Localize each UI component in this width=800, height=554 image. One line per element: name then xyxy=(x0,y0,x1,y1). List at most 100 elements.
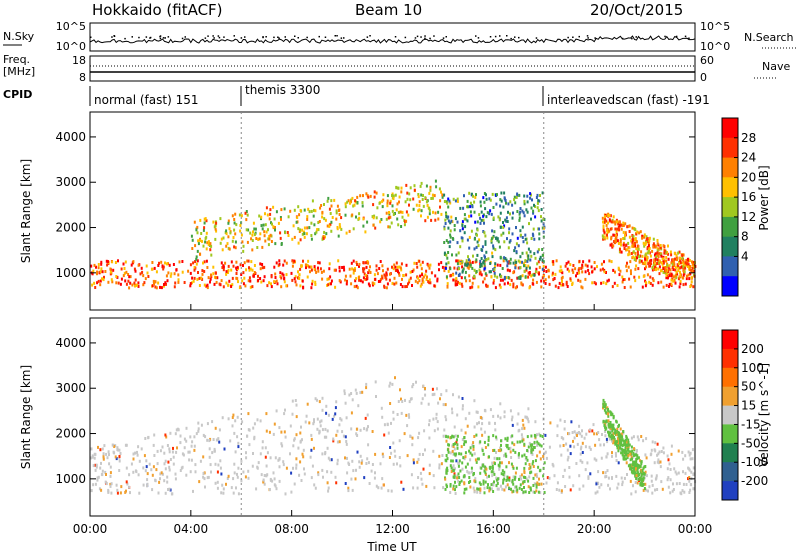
power-cell-1377 xyxy=(449,233,452,237)
velocity-cell-16 xyxy=(208,447,211,451)
velocity-cell-1358 xyxy=(487,483,489,487)
power-cell-1623 xyxy=(507,202,510,206)
power-cell-58 xyxy=(177,278,180,282)
power-cell-711 xyxy=(434,274,437,278)
power-cell-1037 xyxy=(267,237,270,241)
velocity-cell-953 xyxy=(451,411,454,415)
velocity-cell-258 xyxy=(428,472,431,476)
power-cell-1542 xyxy=(537,209,540,213)
power-cell-897 xyxy=(201,272,204,276)
power-cell-2064 xyxy=(624,231,627,235)
power-cell-701 xyxy=(535,267,538,271)
power-cell-1644 xyxy=(513,198,516,202)
power-cell-402 xyxy=(154,285,157,289)
velocity-cell-1032 xyxy=(506,483,509,487)
velocity-cell-741 xyxy=(394,376,396,380)
power-cell-1129 xyxy=(312,214,315,218)
velocity-cell-699 xyxy=(452,452,455,456)
velocity-cell-441 xyxy=(527,407,530,411)
power-cell-2089 xyxy=(656,239,659,242)
power-cell-1260 xyxy=(353,203,356,207)
power-cell-971 xyxy=(264,223,267,227)
power-cell-815 xyxy=(520,282,523,286)
velocity-cell-1609 xyxy=(628,463,631,467)
power-cell-664 xyxy=(680,265,683,269)
power-cell-675 xyxy=(420,267,423,271)
power-cell-7 xyxy=(569,278,572,282)
velocity-cell-1521 xyxy=(644,482,647,486)
velocity-cell-169 xyxy=(688,453,691,457)
velocity-cell-938 xyxy=(152,443,155,447)
power-cell-1913 xyxy=(606,213,609,217)
power-cell-71 xyxy=(278,259,281,263)
power-cell-569 xyxy=(120,277,123,281)
velocity-cell-456 xyxy=(158,480,161,484)
velocity-cell-1613 xyxy=(611,424,614,428)
power-cell-1733 xyxy=(496,275,499,279)
power-cell-1065 xyxy=(249,231,252,235)
power-cbar-label-3: 16 xyxy=(741,190,756,204)
velocity-cell-417 xyxy=(188,450,191,454)
power-cell-808 xyxy=(379,260,382,263)
power-cell-226 xyxy=(557,286,560,290)
power-cell-1197 xyxy=(297,241,300,245)
power-cell-623 xyxy=(356,286,359,290)
velocity-cell-614 xyxy=(146,472,149,476)
power-cell-1996 xyxy=(605,223,608,227)
power-cbar-label-5: 8 xyxy=(741,230,749,244)
power-cell-1464 xyxy=(511,216,514,220)
power-cell-501 xyxy=(311,279,314,283)
power-cell-2112 xyxy=(679,274,682,277)
velocity-cell-1381 xyxy=(464,465,467,469)
power-cell-835 xyxy=(94,286,97,289)
velocity-cell-88 xyxy=(559,444,562,448)
power-cell-1954 xyxy=(657,261,660,265)
power-cell-1025 xyxy=(222,236,225,240)
power-cell-1887 xyxy=(609,214,612,218)
velocity-cell-713 xyxy=(257,461,260,465)
power-cell-489 xyxy=(252,274,255,278)
velocity-cell-157 xyxy=(536,433,538,437)
velocity-cell-1070 xyxy=(597,481,599,485)
velocity-cell-1624 xyxy=(610,433,613,437)
velocity-cell-1231 xyxy=(532,476,535,480)
power-cell-2054 xyxy=(671,266,674,269)
power-cell-1598 xyxy=(473,275,476,279)
velocity-cell-979 xyxy=(420,401,423,405)
power-cell-676 xyxy=(338,265,341,269)
power-cell-1201 xyxy=(241,240,244,244)
power-cell-69 xyxy=(577,278,580,282)
power-cell-1957 xyxy=(652,242,655,246)
power-cell-812 xyxy=(428,278,431,282)
power-cell-1001 xyxy=(274,226,276,229)
velocity-cell-942 xyxy=(640,435,643,438)
power-cell-439 xyxy=(115,275,118,278)
velocity-cell-609 xyxy=(206,476,209,480)
power-cell-1111 xyxy=(229,231,232,235)
power-cell-140 xyxy=(314,283,317,286)
power-cell-194 xyxy=(461,284,464,288)
power-cell-913 xyxy=(240,214,243,218)
power-cell-1663 xyxy=(490,237,493,241)
power-cell-430 xyxy=(214,271,217,275)
velocity-cell-1288 xyxy=(477,457,480,461)
velocity-cell-92 xyxy=(200,423,203,427)
velocity-cell-721 xyxy=(365,462,368,465)
freq-tick-top: 18 xyxy=(72,54,86,67)
power-cell-1127 xyxy=(381,205,384,209)
power-cell-2039 xyxy=(640,250,643,254)
power-cell-2037 xyxy=(648,261,651,265)
power-cell-1199 xyxy=(391,204,394,208)
power-cell-930 xyxy=(252,230,254,234)
velocity-cell-1599 xyxy=(631,471,634,475)
power-cell-713 xyxy=(614,270,616,274)
power-cell-1704 xyxy=(469,263,472,267)
power-cell-1785 xyxy=(602,237,605,241)
power-cell-1599 xyxy=(503,277,506,281)
power-cell-1074 xyxy=(203,226,206,230)
velocity-cell-1682 xyxy=(621,449,624,453)
velocity-cell-1225 xyxy=(530,434,533,438)
power-cell-613 xyxy=(222,285,225,289)
velocity-cell-1548 xyxy=(620,432,623,436)
velocity-cell-1006 xyxy=(237,445,240,449)
